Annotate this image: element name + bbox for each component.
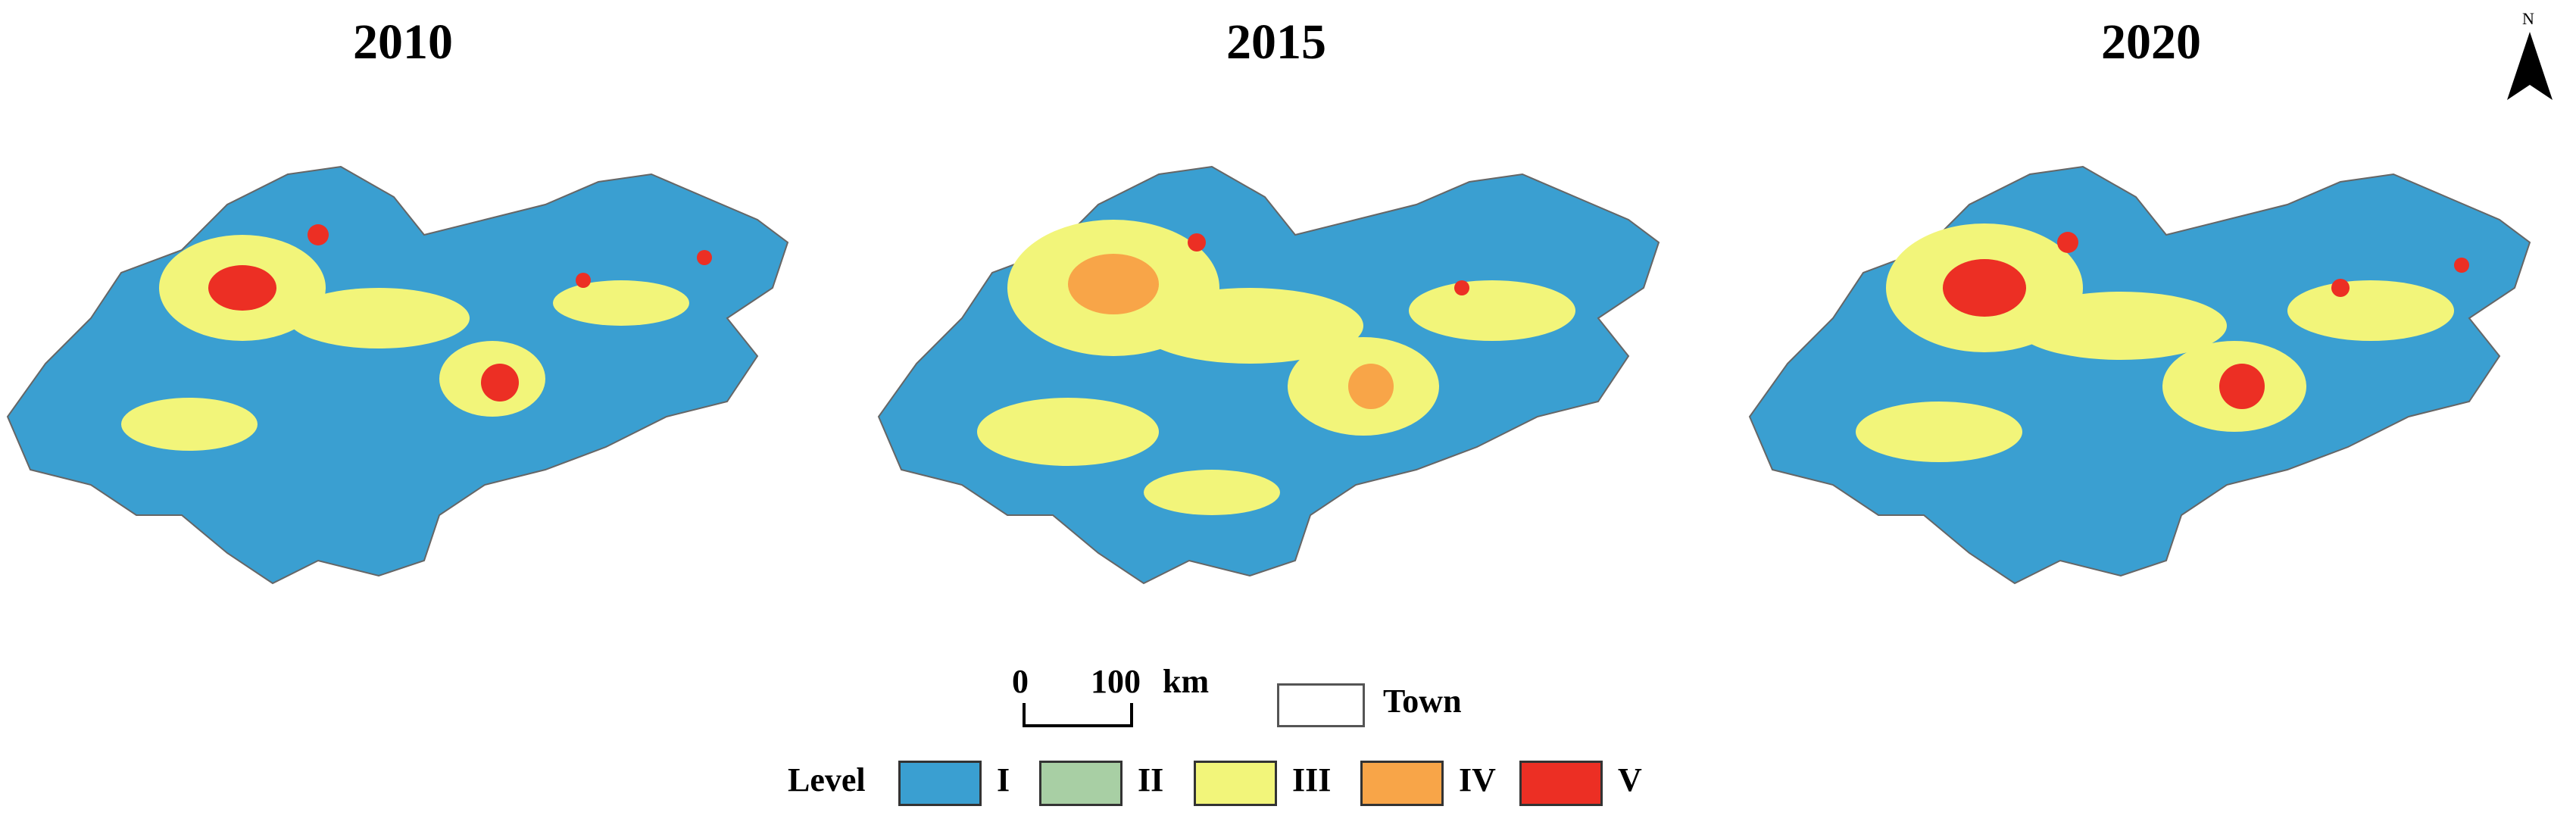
year-title-2020: 2020 xyxy=(2101,14,2201,70)
level-label-IV: IV xyxy=(1459,761,1496,798)
year-title-2015: 2015 xyxy=(1226,14,1326,70)
scale-start-label: 0 xyxy=(1012,663,1029,700)
map-panel-2010 xyxy=(0,91,803,636)
map-2020 xyxy=(1748,165,2531,585)
level-swatch-I xyxy=(898,761,982,806)
level-label-III: III xyxy=(1292,761,1332,798)
year-title-2010: 2010 xyxy=(353,14,453,70)
level-swatch-II xyxy=(1039,761,1123,806)
scale-end-label: 100 xyxy=(1091,663,1141,700)
level-label-V: V xyxy=(1618,761,1642,798)
town-legend-swatch xyxy=(1277,683,1365,727)
north-arrow: N xyxy=(2500,9,2560,115)
level-swatch-V xyxy=(1519,761,1603,806)
scale-unit-label: km xyxy=(1163,663,1210,700)
level-swatch-IV xyxy=(1360,761,1444,806)
level-label-II: II xyxy=(1138,761,1164,798)
town-legend-label: Town xyxy=(1383,683,1462,720)
map-panel-2015 xyxy=(871,91,1674,636)
north-label: N xyxy=(2522,9,2534,28)
north-arrow-icon xyxy=(2507,32,2553,100)
map-2010 xyxy=(6,165,789,585)
map-panel-2020 xyxy=(1742,91,2545,636)
level-swatch-III xyxy=(1194,761,1277,806)
level-label-I: I xyxy=(997,761,1010,798)
scale-bar xyxy=(1023,703,1133,727)
map-2015 xyxy=(877,165,1660,585)
level-legend-title: Level xyxy=(788,761,866,798)
